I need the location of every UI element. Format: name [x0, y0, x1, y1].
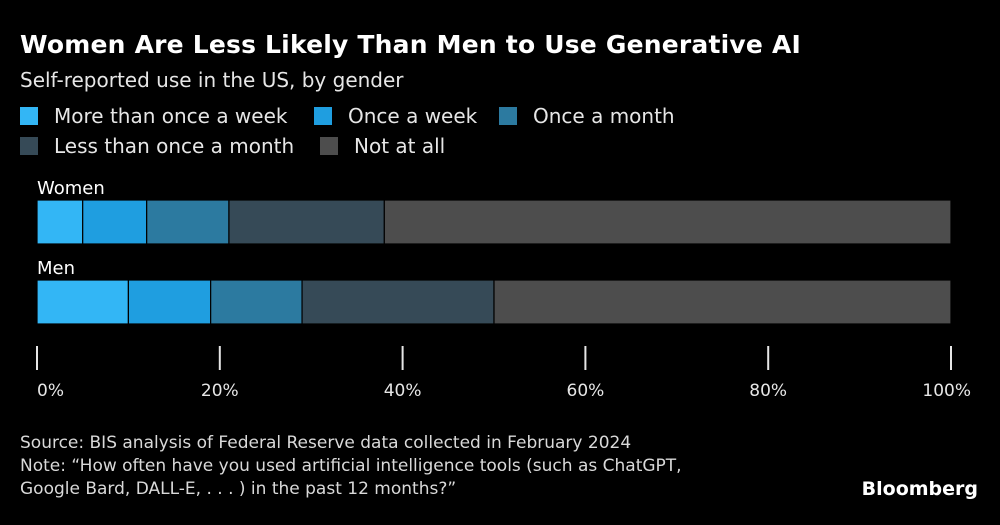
legend-item-less-than-once-a-month: Less than once a month — [20, 134, 294, 158]
source-text: Source: BIS analysis of Federal Reserve … — [20, 433, 632, 453]
category-label-women: Women — [37, 178, 105, 199]
legend-item-not-at-all: Not at all — [320, 134, 445, 158]
legend-label: Once a week — [348, 104, 478, 128]
x-tick-label: 100% — [922, 381, 971, 401]
bar-women-not-at-all — [383, 199, 952, 245]
x-tick-label: 80% — [749, 381, 787, 401]
bar-men-not-at-all — [493, 279, 952, 325]
legend-item-once-a-week: Once a week — [314, 104, 477, 128]
x-tick-label: 60% — [567, 381, 605, 401]
x-tick-label: 40% — [384, 381, 422, 401]
legend-swatch — [20, 107, 38, 125]
bar-women-less-than-once-a-month — [228, 199, 385, 245]
legend: More than once a week Once a week Once a… — [20, 104, 780, 164]
legend-swatch — [20, 137, 38, 155]
category-label-men: Men — [37, 258, 75, 279]
legend-label: Once a month — [533, 104, 675, 128]
legend-swatch — [314, 107, 332, 125]
legend-item-more-than-once-a-week: More than once a week — [20, 104, 287, 128]
legend-swatch — [320, 137, 338, 155]
bar-men-once-a-week — [127, 279, 212, 325]
bar-men-more-than-once-a-week — [36, 279, 130, 325]
bar-women-more-than-once-a-week — [36, 199, 84, 245]
legend-label: Less than once a month — [54, 134, 295, 158]
chart-title: Women Are Less Likely Than Men to Use Ge… — [20, 30, 802, 59]
footnote: Source: BIS analysis of Federal Reserve … — [20, 432, 682, 501]
x-tick-label: 20% — [201, 381, 239, 401]
x-tick-label: 0% — [37, 381, 64, 401]
legend-label: More than once a week — [54, 104, 288, 128]
note-line-1: Note: “How often have you used artificia… — [20, 456, 682, 476]
bar-women-once-a-week — [82, 199, 148, 245]
stacked-bar-chart: Women Men 0% 20% 40% 60% 80% 100% — [36, 178, 971, 401]
chart-subtitle: Self-reported use in the US, by gender — [20, 68, 404, 92]
bloomberg-logo: Bloomberg — [861, 478, 978, 500]
bar-women-once-a-month — [146, 199, 230, 245]
bar-men-once-a-month — [210, 279, 303, 325]
legend-label: Not at all — [354, 134, 446, 158]
bar-men-less-than-once-a-month — [301, 279, 495, 325]
legend-item-once-a-month: Once a month — [499, 104, 675, 128]
note-line-2: Google Bard, DALL-E, . . . ) in the past… — [20, 479, 457, 499]
legend-swatch — [499, 107, 517, 125]
